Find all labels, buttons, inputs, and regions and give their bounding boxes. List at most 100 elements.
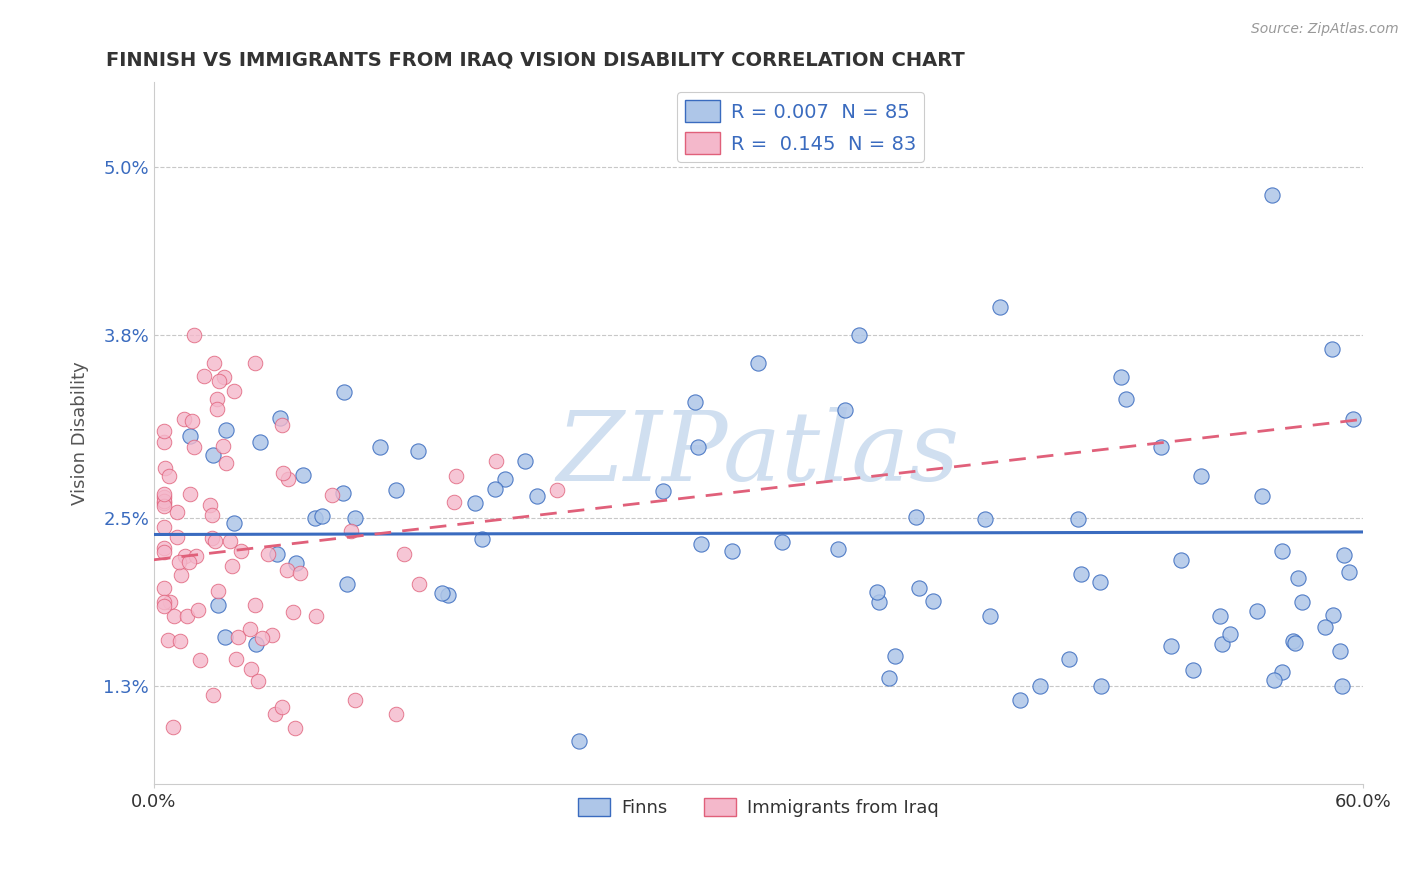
Point — [249, 434, 271, 449]
Point — [276, 563, 298, 577]
Point — [277, 472, 299, 486]
Point — [174, 549, 197, 563]
Point — [153, 461, 176, 475]
Point — [198, 498, 221, 512]
Point — [321, 487, 343, 501]
Point — [1271, 544, 1294, 558]
Point — [262, 628, 284, 642]
Point — [1322, 608, 1344, 623]
Point — [866, 585, 889, 599]
Point — [336, 577, 359, 591]
Point — [1181, 664, 1204, 678]
Point — [747, 356, 769, 370]
Point — [271, 466, 294, 480]
Point — [200, 531, 222, 545]
Point — [228, 630, 250, 644]
Point — [269, 411, 291, 425]
Point — [166, 530, 188, 544]
Point — [1263, 673, 1285, 687]
Point — [183, 441, 205, 455]
Point — [568, 734, 591, 748]
Point — [904, 510, 927, 524]
Point — [215, 423, 238, 437]
Point — [157, 469, 180, 483]
Point — [652, 484, 675, 499]
Point — [1261, 187, 1284, 202]
Point — [430, 586, 453, 600]
Point — [257, 548, 280, 562]
Point — [1282, 634, 1305, 648]
Point — [1066, 512, 1088, 526]
Point — [201, 508, 224, 523]
Point — [153, 541, 176, 555]
Point — [247, 674, 270, 689]
Point — [370, 440, 392, 454]
Point — [1010, 693, 1032, 707]
Point — [225, 652, 247, 666]
Point — [683, 395, 706, 409]
Point — [205, 402, 228, 417]
Point — [153, 599, 176, 614]
Point — [219, 533, 242, 548]
Point — [304, 510, 326, 524]
Point — [266, 547, 288, 561]
Point — [344, 693, 367, 707]
Point — [214, 630, 236, 644]
Point — [1090, 679, 1112, 693]
Point — [291, 468, 314, 483]
Point — [243, 356, 266, 370]
Point — [186, 549, 208, 564]
Point — [169, 634, 191, 648]
Point — [834, 403, 856, 417]
Point — [770, 535, 793, 549]
Point — [979, 609, 1001, 624]
Point — [340, 524, 363, 538]
Point — [720, 544, 742, 558]
Y-axis label: Vision Disability: Vision Disability — [72, 361, 89, 505]
Point — [204, 533, 226, 548]
Point — [183, 328, 205, 343]
Point — [166, 505, 188, 519]
Point — [180, 414, 202, 428]
Point — [153, 490, 176, 504]
Point — [526, 489, 548, 503]
Point — [868, 595, 890, 609]
Point — [883, 649, 905, 664]
Point — [239, 622, 262, 636]
Point — [212, 439, 235, 453]
Point — [243, 599, 266, 613]
Point — [1170, 553, 1192, 567]
Point — [202, 689, 225, 703]
Point — [207, 598, 229, 612]
Point — [221, 559, 243, 574]
Legend: Finns, Immigrants from Iraq: Finns, Immigrants from Iraq — [571, 790, 946, 824]
Point — [443, 494, 465, 508]
Point — [153, 435, 176, 450]
Point — [332, 384, 354, 399]
Point — [1115, 392, 1137, 407]
Point — [153, 595, 176, 609]
Point — [245, 637, 267, 651]
Point — [284, 721, 307, 735]
Point — [305, 608, 328, 623]
Point — [1029, 679, 1052, 693]
Point — [179, 555, 201, 569]
Point — [250, 631, 273, 645]
Point — [408, 443, 430, 458]
Point — [202, 448, 225, 462]
Point — [284, 556, 307, 570]
Point — [1070, 566, 1092, 581]
Point — [546, 483, 568, 497]
Point — [1160, 640, 1182, 654]
Point — [222, 516, 245, 530]
Point — [208, 374, 231, 388]
Point — [1333, 548, 1355, 562]
Point — [153, 487, 176, 501]
Point — [179, 487, 201, 501]
Point — [1322, 342, 1344, 356]
Point — [332, 485, 354, 500]
Point — [1057, 651, 1080, 665]
Point — [464, 496, 486, 510]
Point — [179, 428, 201, 442]
Point — [240, 662, 263, 676]
